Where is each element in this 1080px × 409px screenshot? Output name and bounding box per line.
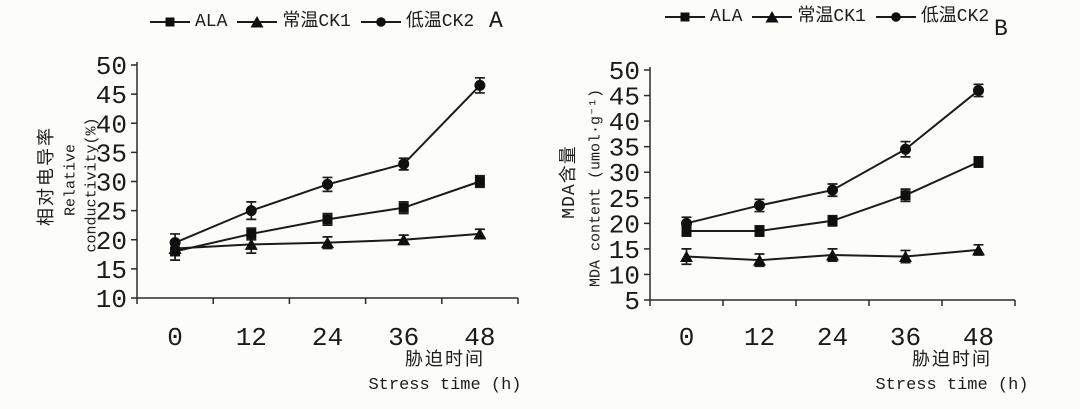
legend-item-ck2-b: 低温CK2 xyxy=(875,7,990,27)
svg-text:24: 24 xyxy=(817,323,848,353)
svg-text:10: 10 xyxy=(609,261,640,291)
svg-text:50: 50 xyxy=(609,57,640,87)
yaxis-title-en2-a: conductivity(%) xyxy=(83,117,101,253)
legend-item-ck1-b: 常温CK1 xyxy=(752,7,866,27)
svg-text:45: 45 xyxy=(96,81,127,111)
legend-panel-a: ALA 常温CK1 低温CK2 xyxy=(150,13,474,31)
xaxis-title-en-a: Stress time (h) xyxy=(368,376,522,395)
svg-text:36: 36 xyxy=(388,323,419,353)
legend-item-ck1-a: 常温CK1 xyxy=(237,12,351,32)
legend-square-marker-icon xyxy=(665,12,705,22)
legend-triangle-marker-icon xyxy=(752,11,793,23)
svg-text:48: 48 xyxy=(464,323,495,353)
legend-triangle-marker-icon xyxy=(237,16,278,28)
xaxis-title-zh-b: 胁迫时间 xyxy=(912,351,992,371)
svg-text:0: 0 xyxy=(679,323,695,353)
legend-square-marker-icon xyxy=(150,17,190,27)
panel-a-letter: A xyxy=(489,8,503,34)
legend-item-ala-b: ALA xyxy=(665,8,742,26)
svg-text:15: 15 xyxy=(609,236,640,266)
svg-text:10: 10 xyxy=(96,285,127,315)
legend-label-ala: ALA xyxy=(710,7,743,27)
svg-text:20: 20 xyxy=(96,227,127,257)
legend-circle-marker-icon xyxy=(360,17,401,27)
legend-label-ala: ALA xyxy=(195,12,228,32)
svg-text:25: 25 xyxy=(96,198,127,228)
legend-label-ck2: 低温CK2 xyxy=(920,7,990,27)
yaxis-title-zh-a: 相对电导率 xyxy=(38,126,58,226)
legend-label-ck2: 低温CK2 xyxy=(405,12,475,32)
legend-circle-marker-icon xyxy=(875,12,916,22)
svg-text:36: 36 xyxy=(890,323,921,353)
legend-label-ck1: 常温CK1 xyxy=(797,7,866,27)
xaxis-title-a: 胁迫时间 Stress time (h) xyxy=(355,352,535,394)
xaxis-title-b: 胁迫时间 Stress time (h) xyxy=(862,352,1042,394)
xaxis-title-zh-a: 胁迫时间 xyxy=(405,351,485,371)
svg-text:40: 40 xyxy=(96,110,127,140)
legend-label-ck1: 常温CK1 xyxy=(282,12,351,32)
svg-text:50: 50 xyxy=(96,52,127,82)
svg-text:35: 35 xyxy=(609,134,640,164)
xaxis-title-en-b: Stress time (h) xyxy=(875,376,1029,395)
svg-text:15: 15 xyxy=(96,256,127,286)
svg-text:48: 48 xyxy=(963,323,994,353)
svg-text:20: 20 xyxy=(609,210,640,240)
svg-text:35: 35 xyxy=(96,139,127,169)
svg-text:12: 12 xyxy=(744,323,775,353)
legend-item-ala-a: ALA xyxy=(150,13,227,31)
svg-text:40: 40 xyxy=(609,108,640,138)
legend-item-ck2-a: 低温CK2 xyxy=(360,12,475,32)
svg-text:5: 5 xyxy=(624,287,640,317)
svg-text:30: 30 xyxy=(96,169,127,199)
svg-text:24: 24 xyxy=(312,323,343,353)
yaxis-title-en1-a: Relative xyxy=(62,143,80,217)
svg-text:0: 0 xyxy=(167,323,183,353)
svg-text:30: 30 xyxy=(609,159,640,189)
svg-text:25: 25 xyxy=(609,185,640,215)
svg-text:12: 12 xyxy=(236,323,267,353)
yaxis-title-en1-b: MDA content (umol·g⁻¹) xyxy=(587,88,605,288)
legend-panel-b: ALA 常温CK1 低温CK2 xyxy=(665,8,989,26)
panel-b-letter: B xyxy=(994,16,1008,42)
svg-text:45: 45 xyxy=(609,83,640,113)
yaxis-title-zh-b: MDA含量 xyxy=(560,145,580,219)
